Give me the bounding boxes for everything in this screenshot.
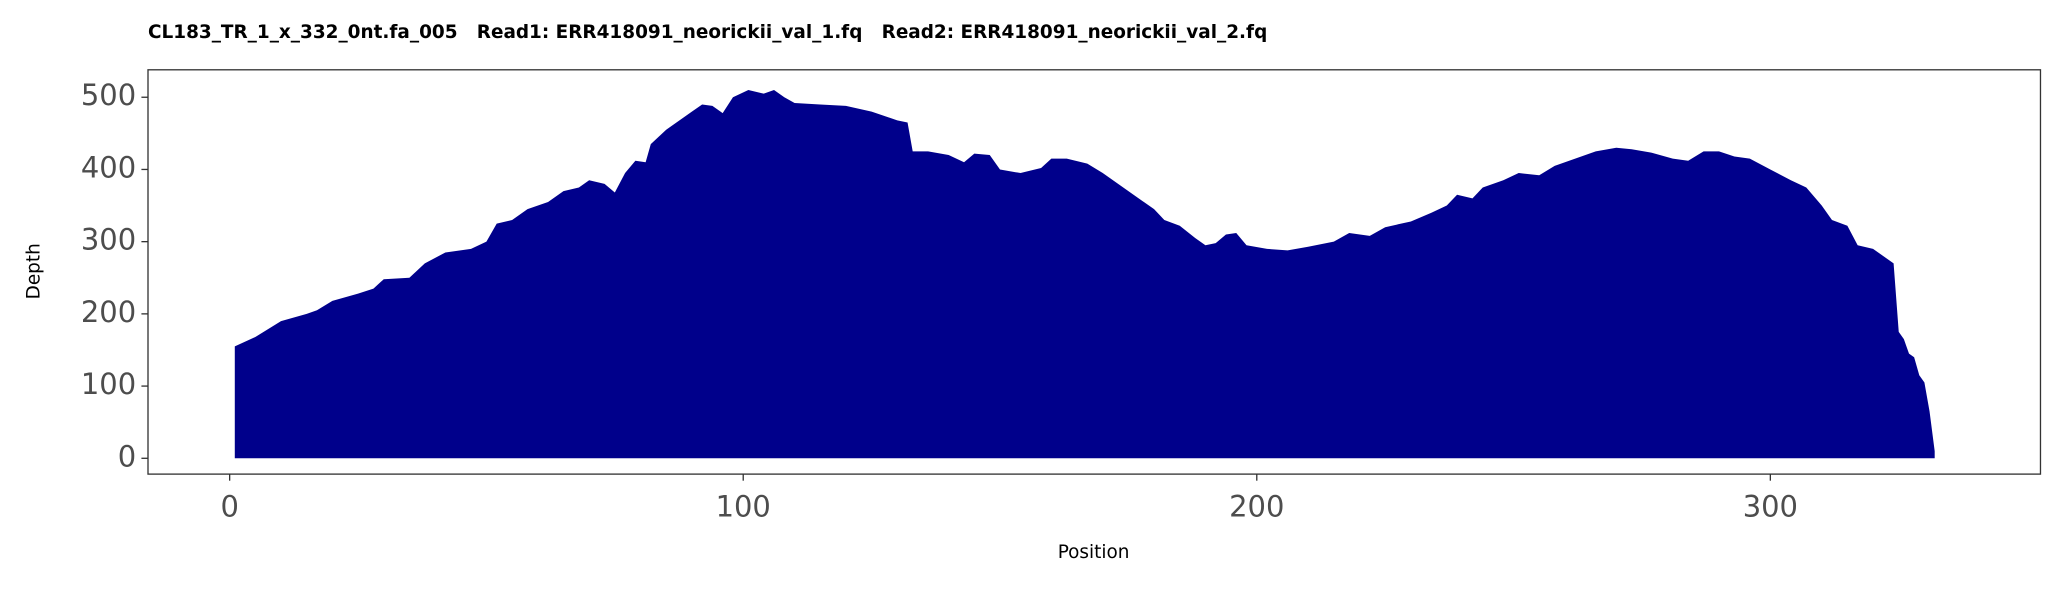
y-axis-label: Depth xyxy=(24,243,45,299)
y-tick-label: 400 xyxy=(81,150,136,184)
x-tick-label: 0 xyxy=(220,489,238,523)
y-tick-label: 500 xyxy=(81,78,136,112)
coverage-area xyxy=(234,90,1935,459)
chart-title: CL183_TR_1_x_332_0nt.fa_005 Read1: ERR41… xyxy=(148,22,1267,43)
x-tick-label: 300 xyxy=(1743,489,1798,523)
y-tick-label: 300 xyxy=(81,223,136,257)
y-tick-label: 200 xyxy=(81,295,136,329)
x-tick-label: 100 xyxy=(716,489,771,523)
x-tick-label: 200 xyxy=(1229,489,1284,523)
x-axis-label: Position xyxy=(1058,542,1130,563)
plot-border xyxy=(147,69,2042,475)
y-tick-label: 100 xyxy=(81,367,136,401)
y-tick-label: 0 xyxy=(118,439,136,473)
